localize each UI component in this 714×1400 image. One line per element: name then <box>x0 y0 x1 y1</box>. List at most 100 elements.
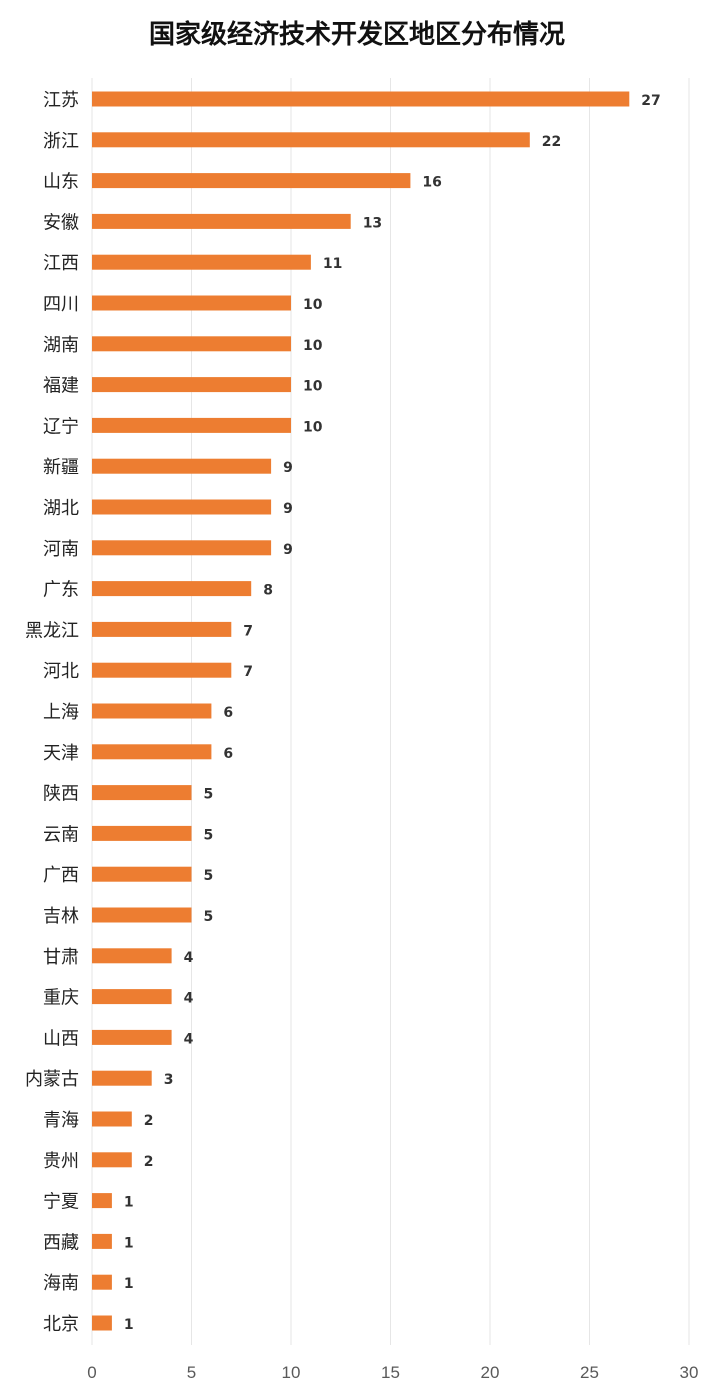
bar-9 <box>92 458 272 474</box>
bar-11 <box>92 540 272 556</box>
category-label-7: 福建 <box>43 376 79 397</box>
bar-15 <box>92 703 212 719</box>
data-label-26: 2 <box>144 1154 154 1170</box>
category-label-23: 山西 <box>43 1028 79 1049</box>
bar-1 <box>92 132 530 148</box>
category-label-19: 广西 <box>43 865 79 886</box>
bar-18 <box>92 825 192 841</box>
data-label-27: 1 <box>124 1195 134 1211</box>
bar-10 <box>92 499 272 515</box>
category-label-11: 河南 <box>43 539 79 560</box>
category-label-1: 浙江 <box>43 131 79 152</box>
x-tick-label-5: 5 <box>187 1363 196 1382</box>
x-tick-label-10: 10 <box>282 1363 301 1382</box>
x-tick-label-30: 30 <box>680 1363 699 1382</box>
bar-29 <box>92 1274 112 1290</box>
bar-19 <box>92 866 192 882</box>
data-label-2: 16 <box>422 175 441 191</box>
bar-28 <box>92 1233 112 1249</box>
bar-16 <box>92 744 212 760</box>
data-label-17: 5 <box>204 787 214 803</box>
category-label-18: 云南 <box>43 824 79 845</box>
data-label-1: 22 <box>542 134 561 150</box>
category-label-30: 北京 <box>43 1314 79 1335</box>
bar-8 <box>92 417 291 433</box>
data-label-7: 10 <box>303 379 323 395</box>
category-label-6: 湖南 <box>43 335 79 356</box>
data-label-5: 10 <box>303 297 323 313</box>
bar-4 <box>92 254 311 270</box>
data-label-11: 9 <box>283 542 293 558</box>
data-label-13: 7 <box>243 623 253 639</box>
bar-24 <box>92 1070 152 1086</box>
category-label-4: 江西 <box>43 253 79 274</box>
category-label-24: 内蒙古 <box>25 1069 79 1090</box>
category-label-10: 湖北 <box>43 498 79 519</box>
category-label-26: 贵州 <box>43 1151 79 1172</box>
data-label-28: 1 <box>124 1235 134 1251</box>
data-label-20: 5 <box>204 909 214 925</box>
category-label-3: 安徽 <box>43 212 79 233</box>
data-label-0: 27 <box>641 93 660 109</box>
bar-3 <box>92 213 351 229</box>
bar-7 <box>92 377 291 393</box>
category-label-14: 河北 <box>43 661 79 682</box>
data-label-30: 1 <box>124 1317 134 1333</box>
data-label-10: 9 <box>283 501 293 517</box>
bar-22 <box>92 989 172 1005</box>
category-label-20: 吉林 <box>43 906 79 927</box>
bar-21 <box>92 948 172 964</box>
data-label-23: 4 <box>184 1031 194 1047</box>
bar-0 <box>92 91 630 107</box>
bar-12 <box>92 581 252 597</box>
data-label-29: 1 <box>124 1276 134 1292</box>
category-label-17: 陕西 <box>43 784 79 805</box>
data-label-19: 5 <box>204 868 214 884</box>
bar-30 <box>92 1315 112 1331</box>
category-label-21: 甘肃 <box>43 947 79 968</box>
bar-23 <box>92 1029 172 1045</box>
bar-6 <box>92 336 291 352</box>
x-tick-label-0: 0 <box>87 1363 96 1382</box>
bar-26 <box>92 1152 132 1168</box>
data-label-3: 13 <box>363 215 382 231</box>
x-tick-label-15: 15 <box>381 1363 400 1382</box>
data-label-4: 11 <box>323 256 342 272</box>
category-label-29: 海南 <box>43 1273 79 1294</box>
category-label-9: 新疆 <box>43 457 79 478</box>
chart-title: 国家级经济技术开发区地区分布情况 <box>148 20 565 50</box>
bar-17 <box>92 785 192 801</box>
bar-27 <box>92 1193 112 1209</box>
data-label-16: 6 <box>223 746 233 762</box>
category-label-27: 宁夏 <box>43 1192 79 1213</box>
category-label-13: 黑龙江 <box>25 620 79 641</box>
data-label-25: 2 <box>144 1113 154 1129</box>
data-label-8: 10 <box>303 419 323 435</box>
data-label-6: 10 <box>303 338 323 354</box>
category-label-0: 江苏 <box>43 90 79 111</box>
bar-25 <box>92 1111 132 1127</box>
category-label-16: 天津 <box>43 743 79 764</box>
data-label-18: 5 <box>204 827 214 843</box>
category-label-12: 广东 <box>43 580 79 601</box>
category-label-22: 重庆 <box>43 988 79 1009</box>
category-label-25: 青海 <box>43 1110 79 1131</box>
bar-5 <box>92 295 291 311</box>
data-label-12: 8 <box>263 583 273 599</box>
bar-2 <box>92 173 411 189</box>
bar-20 <box>92 907 192 923</box>
data-label-14: 7 <box>243 664 253 680</box>
category-label-8: 辽宁 <box>43 416 79 437</box>
category-label-15: 上海 <box>43 702 79 723</box>
category-label-28: 西藏 <box>43 1232 79 1253</box>
data-label-15: 6 <box>223 705 233 721</box>
data-label-21: 4 <box>184 950 194 966</box>
data-label-9: 9 <box>283 460 293 476</box>
bar-13 <box>92 621 232 637</box>
category-label-2: 山东 <box>43 172 79 193</box>
data-label-22: 4 <box>184 991 194 1007</box>
category-label-5: 四川 <box>43 294 79 315</box>
x-tick-label-20: 20 <box>481 1363 500 1382</box>
data-label-24: 3 <box>164 1072 174 1088</box>
